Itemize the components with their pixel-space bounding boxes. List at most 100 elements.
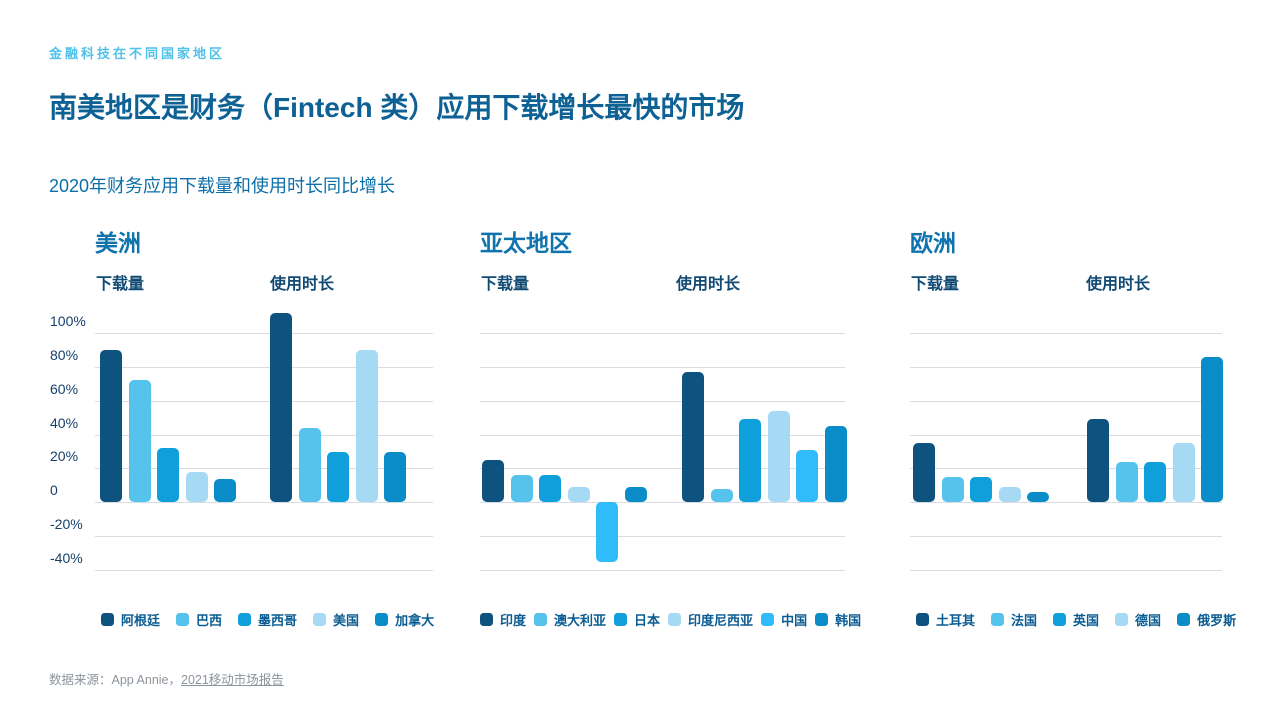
gridline — [910, 434, 1222, 436]
chart-apac: 亚太地区 下载量 使用时长 印度 澳大利亚 日本 印度尼西亚 中国 韩国 — [480, 228, 861, 629]
bar — [970, 476, 992, 503]
bar — [128, 380, 151, 503]
bar — [157, 448, 179, 503]
region-title-europe: 欧洲 — [910, 230, 956, 256]
bar — [510, 475, 533, 503]
gridline — [95, 468, 433, 470]
bar — [767, 410, 790, 503]
legend-item: 美国 — [313, 610, 359, 629]
series-labels: 下载量 使用时长 — [480, 270, 845, 293]
bar — [567, 487, 590, 503]
legend-item: 韩国 — [815, 610, 861, 629]
chart-americas: 美洲 下载量 使用时长 阿根廷 巴西 墨西哥 美国 加拿大 — [95, 228, 435, 629]
series-labels: 下载量 使用时长 — [910, 270, 1222, 293]
legend-item: 土耳其 — [916, 610, 975, 629]
legend-label: 中国 — [781, 613, 808, 628]
legend-label: 加拿大 — [395, 613, 435, 628]
legend-label: 土耳其 — [936, 613, 976, 628]
downloads-bar-group — [482, 333, 648, 570]
legend-apac: 印度 澳大利亚 日本 印度尼西亚 中国 韩国 — [480, 610, 861, 629]
legend-swatch — [101, 613, 114, 626]
gridline — [480, 468, 845, 470]
y-axis-labels: 100% 80% 60% 40% 20% 0 -20% -40% — [50, 313, 95, 570]
bar — [1027, 492, 1049, 503]
gridline — [910, 570, 1222, 571]
usage-time-label: 使用时长 — [1086, 276, 1151, 293]
page-title: 南美地区是财务（Fintech 类）应用下载增长最快的市场 — [49, 92, 745, 123]
bar — [100, 349, 122, 503]
legend-label: 印度尼西亚 — [688, 613, 754, 628]
gridline — [480, 502, 845, 504]
source-link[interactable]: 2021移动市场报告 — [181, 673, 284, 687]
legend-americas: 阿根廷 巴西 墨西哥 美国 加拿大 — [95, 610, 435, 629]
bar — [710, 488, 733, 503]
gridline — [480, 366, 845, 368]
legend-label: 法国 — [1011, 613, 1038, 628]
bar — [941, 476, 964, 503]
legend-item: 中国 — [761, 610, 807, 629]
gridline — [910, 536, 1222, 538]
bar — [1172, 443, 1195, 503]
chart-europe: 欧洲 下载量 使用时长 土耳其 法国 英国 德国 俄罗斯 — [910, 228, 1236, 629]
downloads-label: 下载量 — [911, 276, 960, 293]
legend-swatch — [534, 613, 548, 626]
y-axis-tick-label: 60% — [50, 380, 79, 397]
usage-bar-group — [270, 312, 412, 570]
legend-label: 阿根廷 — [121, 613, 161, 628]
bar — [796, 449, 818, 503]
gridline — [910, 333, 1222, 334]
y-axis-tick-label: 0 — [50, 482, 58, 499]
gridline — [910, 366, 1222, 368]
legend-item: 墨西哥 — [238, 610, 297, 629]
series-labels: 下载量 使用时长 — [95, 270, 433, 293]
legend-swatch — [480, 613, 493, 626]
legend-label: 俄罗斯 — [1197, 613, 1237, 628]
bar — [185, 471, 208, 503]
legend-item: 巴西 — [176, 610, 222, 629]
plot-area — [480, 333, 847, 571]
gridline — [480, 570, 845, 571]
charts-row: 100% 80% 60% 40% 20% 0 -20% -40% 美洲 下载量 使用时长 阿根… — [49, 228, 1280, 629]
gridline — [95, 434, 433, 436]
chart-subtitle: 2020年财务应用下载量和使用时长同比增长 — [49, 176, 396, 196]
gridline — [910, 400, 1222, 402]
usage-bar-group — [1087, 333, 1229, 570]
legend-swatch — [991, 613, 1005, 626]
legend-label: 印度 — [500, 613, 527, 628]
legend-swatch — [1115, 613, 1129, 626]
legend-swatch — [176, 613, 190, 626]
bar — [1144, 461, 1166, 503]
gridline — [910, 468, 1222, 470]
gridline — [480, 434, 845, 436]
bar — [539, 475, 561, 503]
legend-swatch — [1053, 613, 1067, 626]
legend-swatch — [916, 613, 929, 626]
bar — [596, 502, 618, 562]
eyebrow-label: 金融科技在不同国家地区 — [49, 46, 226, 61]
bar — [384, 451, 406, 503]
gridline — [95, 570, 433, 571]
y-axis-tick-label: 40% — [50, 414, 79, 431]
bar — [1201, 356, 1223, 503]
bar — [998, 487, 1021, 503]
legend-label: 澳大利亚 — [554, 613, 607, 628]
downloads-bar-group — [913, 333, 1055, 570]
region-title-apac: 亚太地区 — [480, 230, 572, 256]
bar — [1087, 419, 1109, 503]
y-axis-tick-label: 80% — [50, 346, 79, 363]
legend-item: 俄罗斯 — [1177, 610, 1236, 629]
legend-label: 美国 — [333, 613, 360, 628]
gridline — [95, 333, 433, 334]
legend-item: 日本 — [614, 610, 660, 629]
region-title-americas: 美洲 — [95, 230, 141, 256]
downloads-label: 下载量 — [96, 276, 145, 293]
gridline — [95, 400, 433, 402]
legend-swatch — [238, 613, 252, 626]
plot-area — [910, 333, 1223, 571]
legend-item: 德国 — [1115, 610, 1161, 629]
bar — [298, 427, 321, 503]
y-axis-tick-label: 20% — [50, 448, 79, 465]
usage-time-label: 使用时长 — [676, 276, 741, 293]
bar — [270, 312, 292, 503]
